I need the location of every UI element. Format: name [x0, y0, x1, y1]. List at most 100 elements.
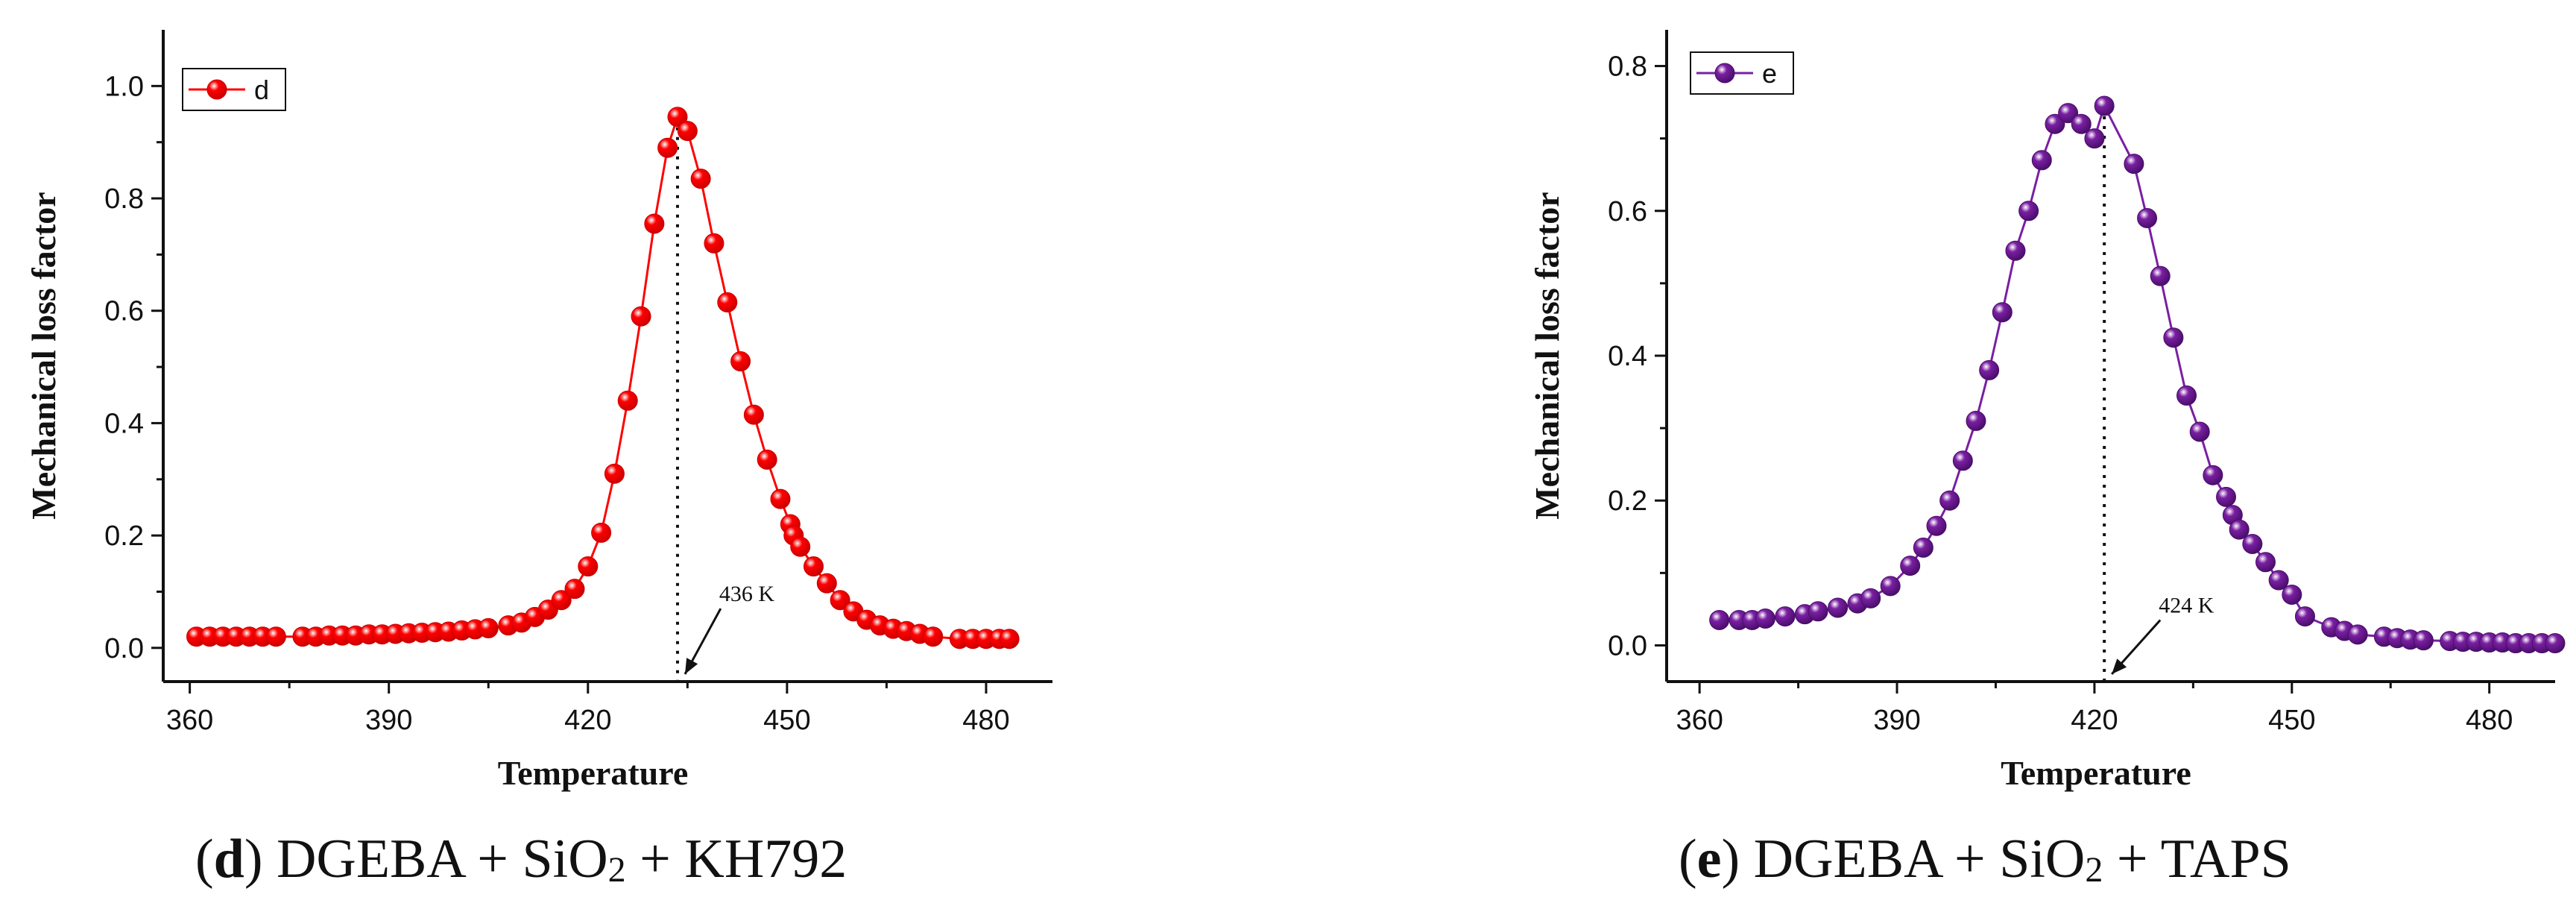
data-point-d-48	[816, 573, 837, 594]
data-point-d-49	[830, 590, 850, 611]
series-line-d	[196, 114, 1010, 641]
data-point-d-43	[770, 488, 791, 509]
data-point-d-40	[730, 351, 751, 372]
caption-d-rest: + KH792	[625, 828, 847, 890]
series-line-e	[1719, 103, 2555, 644]
data-point-e-11	[1900, 556, 1921, 576]
annotation-label-e: 424 K	[2159, 593, 2214, 617]
legend-label-d: d	[254, 75, 269, 105]
caption-d: (d) DGEBA + SiO2 + KH792	[195, 828, 847, 890]
x-tick-label-d-360: 360	[166, 705, 213, 736]
x-tick-label-d-420: 420	[564, 705, 611, 736]
data-point-e-38	[2255, 552, 2276, 573]
caption-e: (e) DGEBA + SiO2 + TAPS	[1679, 828, 2291, 890]
data-point-e-24	[2071, 113, 2092, 134]
data-point-d-32	[631, 306, 651, 327]
y-tick-label-e-1: 0.2	[1608, 485, 1647, 517]
data-point-e-19	[2005, 240, 2026, 261]
x-tick-label-d-480: 480	[962, 705, 1009, 736]
data-point-d-61	[999, 629, 1020, 650]
data-point-d-6	[265, 626, 286, 647]
y-tick-label-d-1: 0.2	[104, 521, 144, 552]
data-point-e-13	[1926, 515, 1947, 536]
y-tick-label-d-4: 0.8	[104, 183, 144, 215]
data-point-e-39	[2268, 570, 2289, 591]
data-point-d-33	[644, 213, 665, 234]
data-point-e-21	[2031, 150, 2052, 171]
y-tick-label-d-3: 0.6	[104, 296, 144, 327]
x-tick-label-e-480: 480	[2466, 705, 2513, 736]
data-point-e-31	[2176, 385, 2197, 406]
caption-d-sub: 2	[607, 850, 626, 890]
caption-e-sub: 2	[2085, 850, 2103, 890]
data-point-d-41	[743, 404, 764, 425]
data-point-d-28	[578, 556, 599, 577]
data-point-e-25	[2084, 128, 2105, 149]
data-point-e-37	[2242, 533, 2263, 554]
data-point-d-34	[657, 137, 678, 158]
annotation-arrow-head-d	[684, 658, 698, 674]
loss-factor-chart-d: 360 390 420 450 480 0.0 0.2 0.4 0.6 0.8 1.0 Tempera…	[25, 30, 1052, 792]
x-tick-label-d-390: 390	[365, 705, 412, 736]
chart-panel-e: 360 390 420 450 480 0.0 0.2 0.4 0.6 0.8 Temperatur…	[1288, 0, 2576, 915]
data-point-e-44	[2347, 624, 2368, 645]
data-point-d-30	[604, 463, 625, 484]
data-point-e-0	[1709, 609, 1730, 630]
data-point-e-29	[2150, 265, 2171, 286]
data-point-d-39	[717, 292, 738, 312]
data-point-e-9	[1860, 588, 1881, 609]
loss-factor-chart-e: 360 390 420 450 480 0.0 0.2 0.4 0.6 0.8 Temperatur…	[1528, 30, 2566, 792]
x-tick-label-e-420: 420	[2071, 705, 2118, 736]
data-point-e-26	[2094, 95, 2115, 116]
y-tick-label-e-3: 0.6	[1608, 196, 1647, 227]
data-point-d-56	[923, 626, 944, 647]
data-point-e-32	[2189, 421, 2210, 442]
caption-e-formula: DGEBA + SiO	[1753, 828, 2086, 890]
data-point-e-20	[2018, 201, 2039, 221]
data-point-e-3	[1755, 609, 1775, 629]
x-tick-label-e-450: 450	[2268, 705, 2315, 736]
data-point-d-46	[790, 536, 811, 557]
legend-marker-e	[1714, 63, 1735, 84]
y-tick-label-e-2: 0.4	[1608, 341, 1647, 372]
data-point-e-16	[1966, 410, 1986, 431]
data-point-e-22	[2045, 113, 2065, 134]
data-point-e-27	[2124, 154, 2144, 174]
data-point-e-48	[2413, 630, 2434, 651]
data-point-e-23	[2058, 103, 2079, 124]
data-point-d-21	[478, 617, 499, 638]
data-point-d-37	[690, 169, 711, 189]
data-point-e-41	[2294, 606, 2315, 627]
y-tick-label-d-5: 1.0	[104, 71, 144, 102]
data-point-d-29	[591, 522, 612, 543]
data-point-e-4	[1775, 606, 1796, 627]
data-point-e-57	[2545, 633, 2566, 654]
annotation-label-d: 436 K	[719, 582, 775, 606]
data-point-e-12	[1913, 537, 1933, 558]
chart-panel-d: 360 390 420 450 480 0.0 0.2 0.4 0.6 0.8 1.0 Tempera…	[25, 30, 1052, 890]
data-point-e-10	[1880, 576, 1901, 597]
y-tick-label-d-0: 0.0	[104, 633, 144, 664]
y-axis-title-d: Mechanical loss factor	[25, 192, 63, 519]
x-axis-title-d: Temperature	[498, 754, 689, 792]
data-point-e-36	[2229, 519, 2250, 540]
data-point-e-33	[2203, 465, 2223, 485]
data-point-d-47	[803, 556, 824, 577]
x-tick-label-e-360: 360	[1676, 705, 1723, 736]
data-point-e-40	[2282, 584, 2302, 605]
x-axis-title-e: Temperature	[2001, 754, 2191, 792]
caption-e-letter: e	[1696, 828, 1722, 890]
caption-d-formula: DGEBA + SiO	[276, 828, 608, 890]
data-point-e-18	[1992, 302, 2012, 323]
legend-marker-d	[206, 79, 227, 100]
y-tick-label-e-0: 0.0	[1608, 630, 1647, 661]
data-point-e-28	[2137, 207, 2158, 228]
data-point-e-34	[2216, 486, 2237, 507]
caption-e-rest: + TAPS	[2103, 828, 2291, 890]
data-point-d-26	[551, 590, 572, 611]
data-point-d-42	[757, 449, 777, 470]
data-point-e-7	[1828, 597, 1849, 618]
y-tick-label-d-2: 0.4	[104, 408, 144, 439]
caption-d-letter: d	[213, 828, 244, 890]
data-point-e-14	[1939, 490, 1960, 511]
